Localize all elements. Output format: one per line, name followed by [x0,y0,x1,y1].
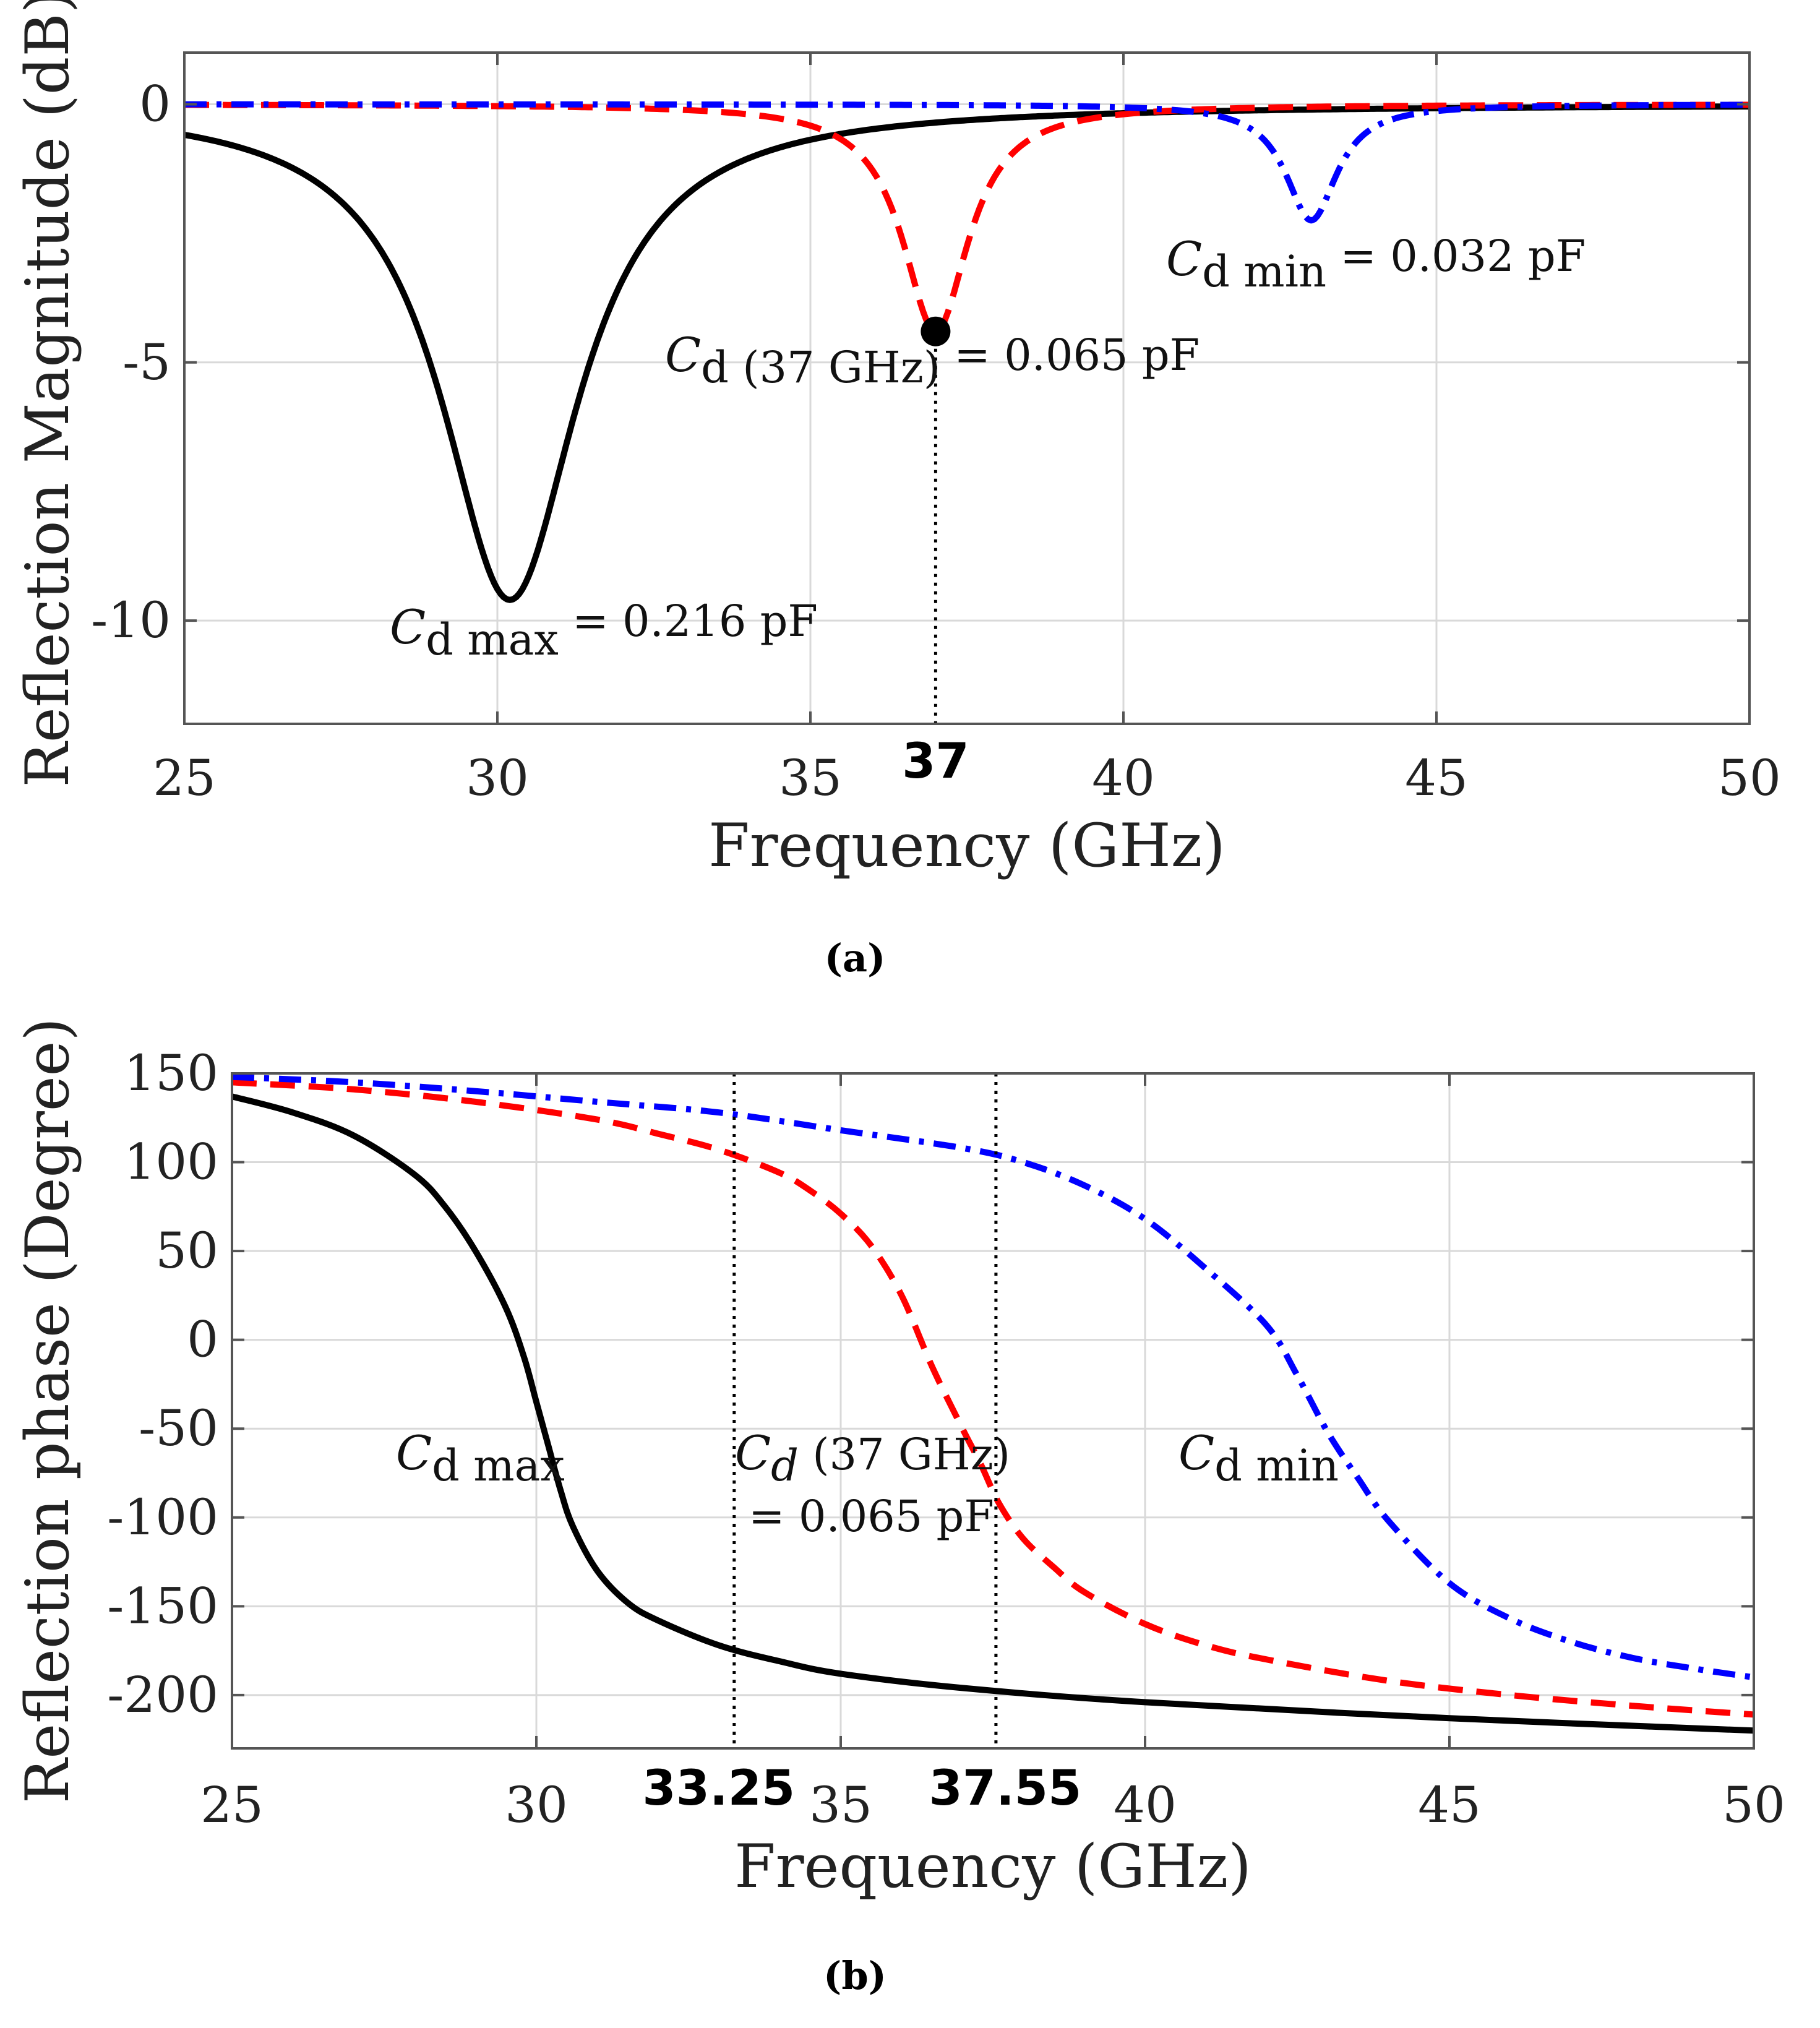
highlight-x-label: 37.55 [929,1761,1082,1816]
caption-a: (a) [825,935,886,981]
x-tick-label: 45 [1418,1776,1481,1834]
x-tick-label: 35 [809,1776,872,1834]
x-tick-label: 40 [1114,1776,1177,1834]
y-tick-label: 150 [124,1044,218,1102]
highlight-x-label: 37 [902,734,969,789]
annotation-cd-max-b: Cd max [396,1425,565,1491]
y-tick-label: -50 [139,1399,218,1457]
x-axis-label: Frequency (GHz) [708,811,1225,880]
annotation-cd-37-value-b: = 0.065 pF [749,1491,994,1542]
annotation-cd-37-a: Cd (37 GHz) = 0.065 pF [665,327,1200,393]
caption-b: (b) [823,1953,886,1998]
y-tick-label: -10 [91,591,171,649]
resonance-marker [921,316,951,346]
annotation-cd-min-a: Cd min = 0.032 pF [1166,231,1586,297]
x-tick-label: 35 [779,749,842,807]
y-axis-label: Reflection phase (Degree) [13,1018,82,1803]
plot-area-a [184,53,1749,724]
curves-a [184,101,1749,603]
axes-frame [183,51,1751,725]
y-tick-label: 100 [124,1133,218,1191]
x-tick-label: 40 [1092,749,1155,807]
series-line-cd-max [232,1093,1754,1734]
axes-frame [231,1072,1755,1750]
x-tick-label: 30 [505,1776,568,1834]
series-line-cd-37-ghz [232,1079,1754,1718]
panel-b-phase: 25 30 35 40 45 50 150 100 50 0 -50 -100 -150 -200 33.2… [13,1018,1785,1901]
x-tick-label: 45 [1405,749,1468,807]
y-tick-label: -5 [122,333,171,391]
annotation-cd-min-b: Cd min [1178,1425,1339,1491]
y-tick-label: -200 [107,1666,218,1724]
y-axis-label: Reflection Magnitude (dB) [13,0,82,787]
x-tick-label: 30 [466,749,529,807]
annotation-cd-max-a: Cd max = 0.216 pF [390,596,818,665]
panel-a-magnitude: 25 30 35 40 45 50 0 -5 -10 37 Frequency (GHz) Refle… [13,0,1781,880]
series-line-cd-min [184,101,1749,224]
x-axis-label: Frequency (GHz) [734,1832,1251,1901]
y-tick-label: -150 [107,1577,218,1635]
plot-area-b [232,1073,1754,1748]
annotation-cd-37-b: Cd (37 GHz) [735,1425,1010,1491]
curves-b [232,1073,1754,1734]
x-tick-label: 50 [1722,1776,1785,1834]
x-tick-label: 25 [153,749,216,807]
highlight-x-label: 33.25 [642,1761,795,1816]
y-tick-label: 0 [187,1311,218,1368]
y-tick-label: -100 [107,1489,218,1546]
y-tick-label: 0 [139,75,171,132]
x-tick-label: 25 [200,1776,264,1834]
series-line-cd-37-ghz [184,101,1749,335]
y-tick-label: 50 [155,1222,218,1279]
x-tick-label: 50 [1718,749,1781,807]
